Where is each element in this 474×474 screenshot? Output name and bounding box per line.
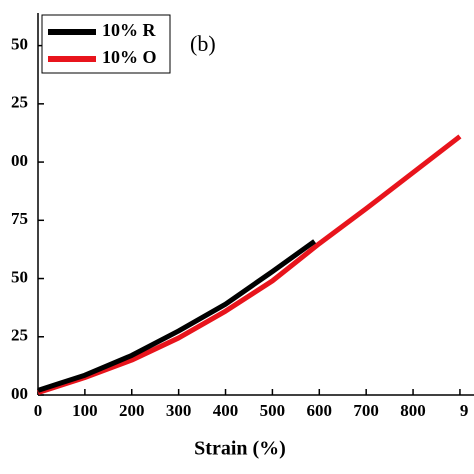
y-tick-label: 00 [11, 151, 28, 170]
y-tick-label: 25 [11, 93, 28, 112]
y-tick-label: 50 [11, 35, 28, 54]
legend-label: 10% O [102, 47, 157, 67]
y-tick-label: 50 [11, 267, 28, 286]
x-tick-label: 200 [119, 401, 145, 420]
y-tick-label: 00 [11, 384, 28, 403]
x-tick-label: 0 [34, 401, 43, 420]
x-tick-label: 800 [400, 401, 426, 420]
legend-box [41, 14, 171, 74]
series-line [37, 134, 462, 396]
y-tick-label: 25 [11, 326, 28, 345]
annotation: (b) [190, 31, 216, 56]
x-axis-label: Strain (%) [194, 438, 286, 460]
series-line [37, 239, 317, 393]
x-tick-label: 100 [72, 401, 98, 420]
x-tick-label: 500 [260, 401, 286, 420]
legend-label: 10% R [102, 20, 157, 40]
x-tick-label: 600 [307, 401, 333, 420]
x-tick-label: 400 [213, 401, 239, 420]
x-tick-label: 700 [353, 401, 379, 420]
x-tick-label: 300 [166, 401, 192, 420]
y-tick-label: 75 [11, 209, 28, 228]
x-tick-label: 9 [460, 401, 469, 420]
